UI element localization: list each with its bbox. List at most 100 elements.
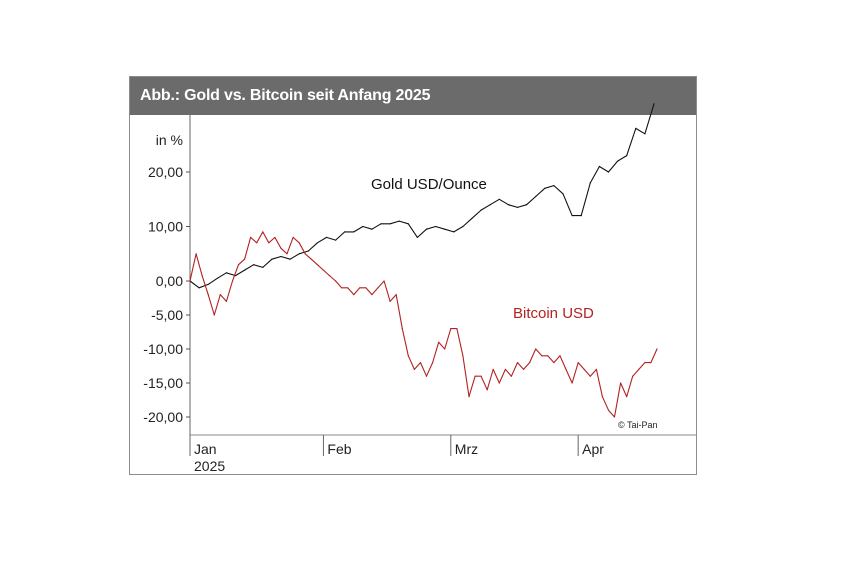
data-point-gold <box>234 275 237 277</box>
data-point-gold <box>607 171 610 173</box>
data-point-gold <box>562 193 564 195</box>
data-point-bitcoin <box>256 242 258 244</box>
data-point-bitcoin <box>510 375 512 377</box>
data-point-bitcoin <box>359 287 361 289</box>
data-point-bitcoin <box>341 287 343 289</box>
data-point-bitcoin <box>316 264 318 266</box>
gold-series-label: Gold USD/Ounce <box>371 176 487 193</box>
data-point-gold <box>316 242 318 244</box>
data-point-bitcoin <box>250 236 252 238</box>
data-point-bitcoin <box>486 389 488 391</box>
data-point-bitcoin <box>310 258 312 260</box>
data-point-gold <box>644 133 646 135</box>
data-point-bitcoin <box>523 368 525 370</box>
data-point-gold <box>225 272 227 274</box>
data-point-bitcoin <box>607 409 610 411</box>
data-point-bitcoin <box>474 375 476 377</box>
data-point-bitcoin <box>389 300 391 302</box>
data-point-bitcoin <box>438 341 440 343</box>
data-point-bitcoin <box>195 253 197 255</box>
series-line-bitcoin <box>189 231 658 418</box>
data-point-gold <box>389 223 391 225</box>
data-point-bitcoin <box>201 275 203 277</box>
y-tick-label: 20,00 <box>148 164 183 180</box>
data-point-bitcoin <box>225 300 227 302</box>
data-point-bitcoin <box>462 355 464 357</box>
data-point-bitcoin <box>268 242 270 244</box>
data-point-gold <box>253 264 255 266</box>
data-point-gold <box>344 231 346 233</box>
bitcoin-series-label: Bitcoin USD <box>513 305 594 322</box>
data-point-bitcoin <box>541 355 543 357</box>
data-point-bitcoin <box>516 362 519 364</box>
data-point-gold <box>407 223 409 225</box>
data-point-gold <box>380 223 382 225</box>
data-point-gold <box>617 160 619 162</box>
data-point-gold <box>653 103 655 105</box>
y-tick-label: -20,00 <box>143 409 183 425</box>
data-point-bitcoin <box>274 236 276 238</box>
data-point-gold <box>553 185 555 187</box>
data-point-gold <box>544 187 546 189</box>
data-point-gold <box>444 228 446 230</box>
data-point-bitcoin <box>547 355 549 357</box>
data-point-bitcoin <box>213 314 215 316</box>
data-point-bitcoin <box>644 362 646 364</box>
data-point-gold <box>589 182 591 184</box>
chart-figure: Abb.: Gold vs. Bitcoin seit Anfang 2025 … <box>129 76 697 475</box>
data-point-bitcoin <box>498 382 500 384</box>
data-point-gold <box>280 255 282 258</box>
data-point-gold <box>335 239 337 241</box>
data-point-bitcoin <box>565 368 567 370</box>
data-point-gold <box>262 266 264 268</box>
data-point-bitcoin <box>335 280 337 282</box>
data-point-gold <box>598 165 600 168</box>
data-point-gold <box>271 258 273 260</box>
x-tick-label: Apr <box>582 441 604 457</box>
data-point-bitcoin <box>231 280 234 282</box>
data-point-bitcoin <box>407 355 409 357</box>
data-point-bitcoin <box>480 375 482 377</box>
data-point-gold <box>198 287 200 289</box>
data-point-bitcoin <box>237 264 240 266</box>
data-point-gold <box>207 283 209 285</box>
data-point-bitcoin <box>322 269 324 271</box>
y-tick-label: -5,00 <box>151 307 183 323</box>
data-point-gold <box>362 225 364 228</box>
data-point-bitcoin <box>395 294 397 296</box>
data-point-bitcoin <box>571 382 573 384</box>
y-tick-label: -15,00 <box>143 375 183 391</box>
x-tick-label: Feb <box>327 441 351 457</box>
data-point-gold <box>471 217 473 219</box>
data-point-bitcoin <box>444 348 446 350</box>
data-point-bitcoin <box>353 294 355 296</box>
data-point-bitcoin <box>262 231 264 233</box>
data-point-bitcoin <box>468 396 470 398</box>
data-point-bitcoin <box>328 275 331 277</box>
data-point-bitcoin <box>280 247 282 249</box>
chart-title-bar: Abb.: Gold vs. Bitcoin seit Anfang 2025 <box>130 77 696 115</box>
data-point-gold <box>325 236 328 238</box>
data-point-bitcoin <box>298 242 300 244</box>
data-point-bitcoin <box>529 362 531 364</box>
chart-title: Abb.: Gold vs. Bitcoin seit Anfang 2025 <box>140 87 431 104</box>
data-point-bitcoin <box>632 375 634 377</box>
data-point-gold <box>535 195 537 198</box>
data-point-gold <box>626 155 628 157</box>
data-point-bitcoin <box>189 280 191 282</box>
data-point-gold <box>371 228 373 230</box>
data-point-bitcoin <box>432 362 434 364</box>
data-point-gold <box>498 198 500 200</box>
data-point-bitcoin <box>559 355 561 357</box>
x-tick-sublabel: 2025 <box>194 458 225 474</box>
data-point-gold <box>425 228 428 230</box>
data-point-bitcoin <box>535 348 537 350</box>
data-point-gold <box>480 209 482 211</box>
data-point-gold <box>635 127 637 129</box>
data-point-bitcoin <box>292 236 294 238</box>
data-point-bitcoin <box>450 328 452 330</box>
data-point-bitcoin <box>207 294 209 296</box>
data-point-gold <box>435 225 437 228</box>
data-point-bitcoin <box>347 287 349 289</box>
data-point-bitcoin <box>577 362 579 364</box>
